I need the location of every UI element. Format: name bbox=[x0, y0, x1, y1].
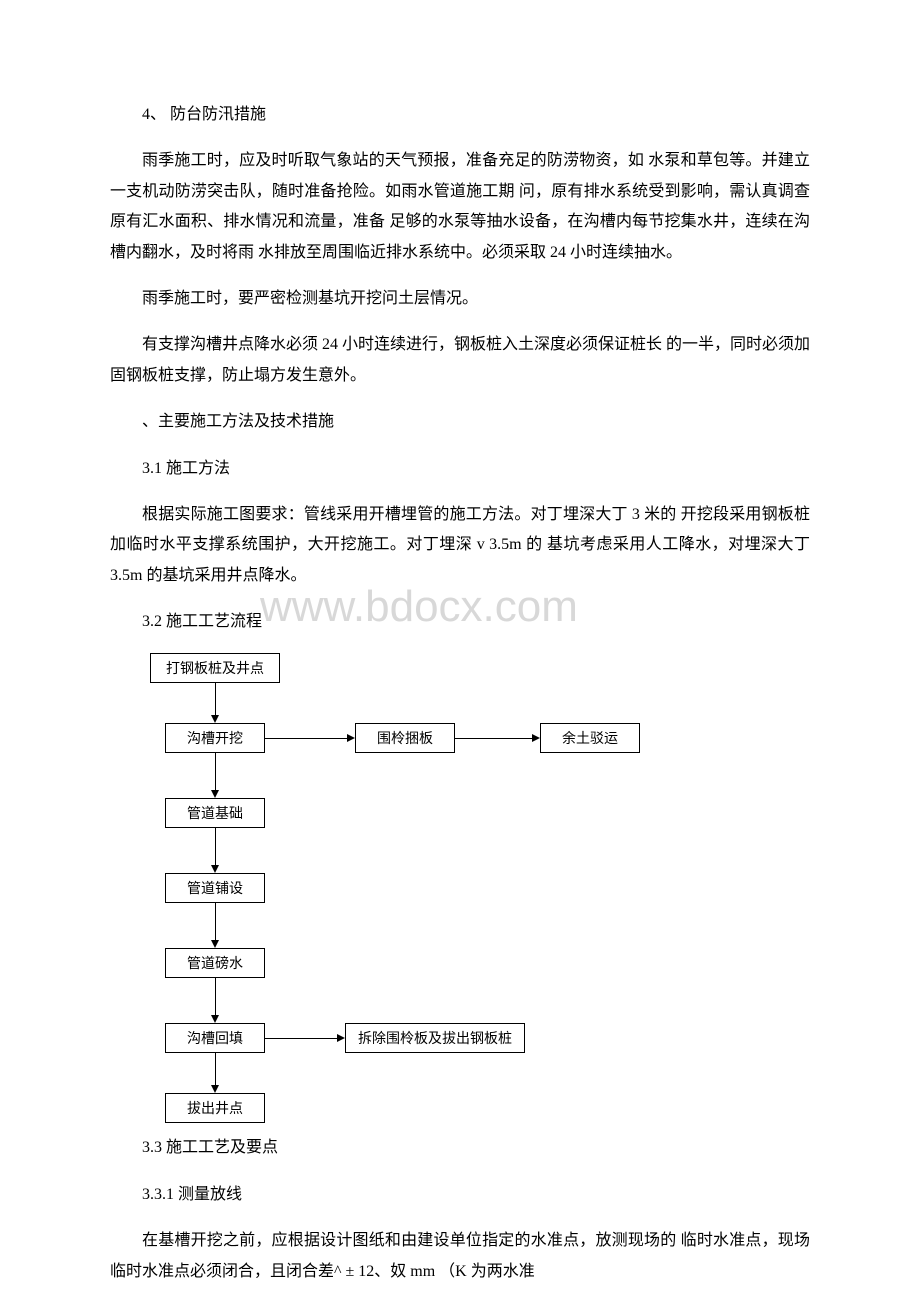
paragraph-6: 根据实际施工图要求：管线采用开槽埋管的施工方法。对丁埋深大丁 3 米的 开挖段采… bbox=[110, 500, 810, 591]
connector bbox=[265, 738, 347, 739]
connector bbox=[215, 828, 216, 867]
heading-4: 4、 防台防汛措施 bbox=[110, 100, 810, 130]
arrow-down-icon bbox=[211, 790, 219, 798]
paragraph-9: 3.3.1 测量放线 bbox=[110, 1180, 810, 1210]
connector bbox=[215, 978, 216, 1017]
flowchart-container: 打钢板桩及井点 沟槽开挖 围柃捆板 余土驳运 管道基础 管道铺设 管道磅水 沟槽… bbox=[110, 653, 690, 1113]
paragraph-4: 、主要施工方法及技术措施 bbox=[110, 407, 810, 437]
arrow-right-icon bbox=[347, 734, 355, 742]
connector bbox=[265, 1038, 337, 1039]
flowchart-node: 拔出井点 bbox=[165, 1093, 265, 1123]
connector bbox=[215, 903, 216, 942]
arrow-right-icon bbox=[337, 1034, 345, 1042]
flowchart-node: 管道基础 bbox=[165, 798, 265, 828]
connector bbox=[455, 738, 532, 739]
connector bbox=[215, 753, 216, 792]
arrow-down-icon bbox=[211, 940, 219, 948]
flowchart-node: 余土驳运 bbox=[540, 723, 640, 753]
flowchart-node: 围柃捆板 bbox=[355, 723, 455, 753]
paragraph-3: 有支撑沟槽井点降水必须 24 小时连续进行，钢板桩入土深度必须保证桩长 的一半，… bbox=[110, 330, 810, 391]
flowchart-node: 拆除围柃板及拔出钢板桩 bbox=[345, 1023, 525, 1053]
flowchart-node: 沟槽开挖 bbox=[165, 723, 265, 753]
flowchart-node: 管道铺设 bbox=[165, 873, 265, 903]
paragraph-7: 3.2 施工工艺流程 bbox=[110, 607, 810, 637]
flowchart-node: 管道磅水 bbox=[165, 948, 265, 978]
connector bbox=[215, 1053, 216, 1087]
paragraph-1: 雨季施工时，应及时听取气象站的天气预报，准备充足的防涝物资，如 水泵和草包等。并… bbox=[110, 146, 810, 268]
flowchart-node: 沟槽回填 bbox=[165, 1023, 265, 1053]
arrow-right-icon bbox=[532, 734, 540, 742]
paragraph-10: 在基槽开挖之前，应根据设计图纸和由建设单位指定的水准点，放测现场的 临时水准点，… bbox=[110, 1226, 810, 1287]
arrow-down-icon bbox=[211, 865, 219, 873]
connector bbox=[215, 683, 216, 717]
flowchart-node: 打钢板桩及井点 bbox=[150, 653, 280, 683]
paragraph-5: 3.1 施工方法 bbox=[110, 454, 810, 484]
arrow-down-icon bbox=[211, 715, 219, 723]
arrow-down-icon bbox=[211, 1085, 219, 1093]
paragraph-8: 3.3 施工工艺及要点 bbox=[110, 1133, 810, 1163]
arrow-down-icon bbox=[211, 1015, 219, 1023]
paragraph-2: 雨季施工时，要严密检测基坑开挖问土层情况。 bbox=[110, 284, 810, 314]
